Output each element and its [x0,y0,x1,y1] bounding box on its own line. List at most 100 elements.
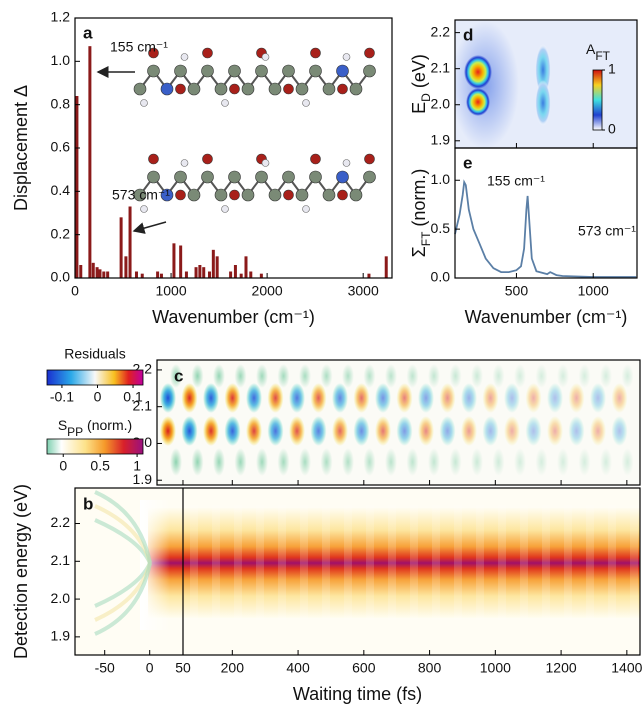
x-tick-label: -50 [95,660,115,676]
atom [160,188,174,202]
y-tick-label: 2.1 [133,397,153,413]
heatmap-stripe [630,505,638,620]
y-tick-label: 0.4 [51,182,71,198]
label-part: Σ [409,246,429,257]
atom [147,170,160,184]
heatmap-feature [535,80,551,126]
x-tick-label: 400 [286,660,310,676]
atom [310,47,321,59]
heatmap [455,20,637,148]
atom [160,82,174,96]
heatmap-feature [418,383,434,413]
x-tick-label: 50 [175,660,191,676]
annotation: 573 cm⁻¹ [112,187,170,203]
panel-label: e [463,153,472,172]
heatmap-feature [525,383,542,413]
atom [175,189,186,201]
atom [140,99,148,107]
atom [261,159,270,167]
heatmap-band [148,508,640,618]
heatmap-feature [578,364,591,388]
heatmap-stripe [564,505,572,620]
heatmap-feature [611,416,628,446]
bar [229,271,233,278]
colorbar [46,438,144,455]
heatmap-feature [418,416,434,446]
heatmap-fade [140,500,170,630]
y-tick-label: 0.6 [51,139,71,155]
atom [214,188,228,202]
heatmap-feature [621,448,634,476]
heatmap-feature [267,383,284,413]
heatmap-feature [203,383,219,413]
heatmap-feature [289,383,305,413]
label-part: A [586,41,596,57]
atom [174,64,187,78]
atom [174,170,187,184]
x-tick-label: 200 [221,660,245,676]
atom [337,189,348,201]
heatmap-feature [385,364,397,388]
atom [363,170,376,184]
bar [88,46,92,278]
bar [140,273,144,278]
colorbar [592,69,603,131]
bar [159,273,163,278]
heatmap-feature [181,416,198,446]
atom [336,170,349,184]
bar [215,256,219,278]
heatmap-feature [277,448,290,476]
atom [364,47,375,59]
y-tick-label: 2.1 [51,552,71,568]
bar [95,267,99,278]
heatmap-feature [203,416,219,446]
heatmap-feature [160,383,176,413]
heatmap-feature [191,364,204,388]
heatmap-feature [471,448,483,476]
panel-label: c [174,366,183,385]
y-tick-label: 1.2 [51,9,71,25]
bar [384,256,388,278]
atom [180,159,189,167]
heatmap-feature [332,383,348,413]
heatmap-feature [342,448,354,476]
y-tick-label: 2.1 [431,59,451,75]
y-tick-label: 1.9 [431,131,451,147]
heatmap-feature [568,416,585,446]
heatmap-feature [557,448,569,476]
atom [255,170,268,184]
heatmap-stripe [432,505,440,620]
axis-label: Wavenumber (cm⁻¹) [152,307,315,327]
colorbar-tick-label: 1 [133,458,141,474]
atom [364,153,375,165]
bar [179,245,183,278]
axis-label: Displacement Δ [11,85,31,211]
heatmap-feature [375,416,391,446]
y-tick-label: 2.2 [431,23,451,39]
heatmap-feature [535,364,548,388]
bar [172,243,176,278]
label-part: FT [595,49,610,63]
atom [337,83,348,95]
atom [241,188,255,202]
annotation: 573 cm⁻¹ [578,223,636,239]
heatmap-feature [246,383,262,413]
heatmap-feature [353,416,370,446]
bar [75,96,79,278]
atom [282,170,295,184]
bar [134,271,138,278]
heatmap-stripe [234,505,242,620]
atom [302,99,310,107]
atom [133,188,147,202]
heatmap-feature [482,383,499,413]
axis-label: Detection energy (eV) [11,484,31,659]
y-tick-label: 1.9 [133,471,153,487]
x-tick-label: 2000 [252,283,283,299]
y-tick-label: 1.0 [51,52,71,68]
heatmap-stripe [300,505,308,620]
atom [214,82,228,96]
atom [302,205,310,213]
atom [228,170,241,184]
heatmap-feature [363,364,376,388]
axis-label: Waiting time (fs) [293,684,422,704]
